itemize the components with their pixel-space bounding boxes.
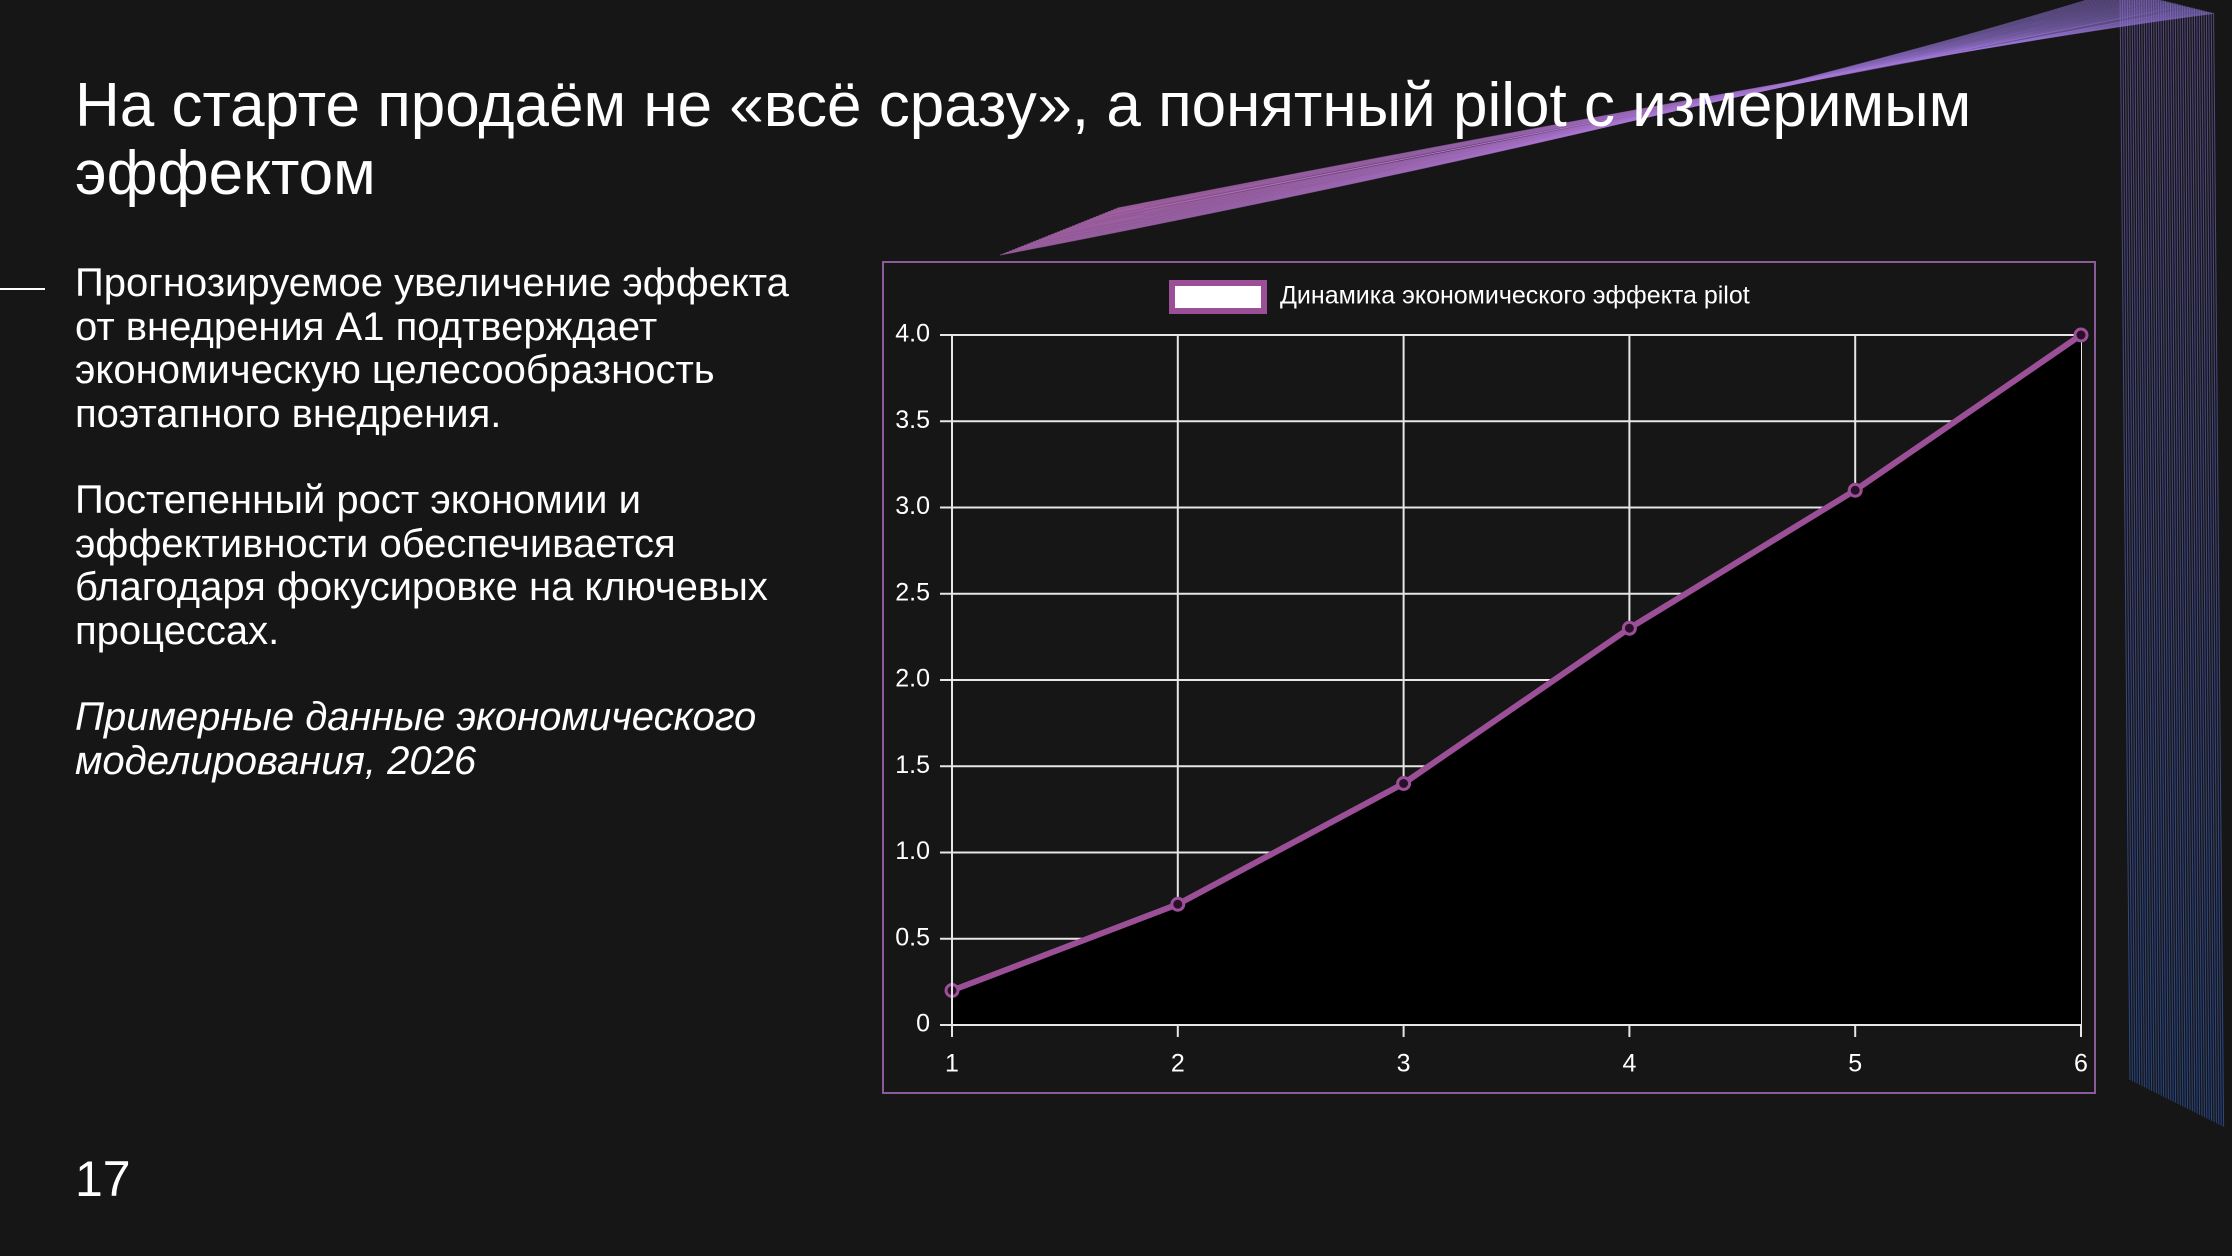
marker	[1170, 896, 1186, 912]
slide-title: На старте продаём не «всё сразу», а поня…	[75, 71, 1972, 208]
y-tick-label: 3.5	[895, 406, 930, 434]
y-tick-label: 4.0	[895, 320, 930, 348]
x-tick-label: 4	[1622, 1050, 1636, 1078]
x-tick-label: 5	[1848, 1050, 1862, 1078]
y-tick-label: 2.5	[895, 578, 930, 606]
y-tick-label: 1.5	[895, 751, 930, 779]
paragraph: Постепенный рост экономии и эффективност…	[75, 478, 768, 653]
y-tick-label: 3.0	[895, 492, 930, 520]
x-tick-label: 6	[2074, 1050, 2088, 1078]
body-text: Прогнозируемое увеличение эффекта от вне…	[75, 261, 805, 826]
marker	[1847, 482, 1863, 498]
y-tick-label: 2.0	[895, 665, 930, 693]
x-tick-label: 3	[1397, 1050, 1411, 1078]
legend-label: Динамика экономического эффекта pilot	[1280, 282, 1750, 310]
line	[950, 332, 2083, 994]
legend-swatch	[1169, 280, 1267, 314]
y-tick-label: 1.0	[895, 837, 930, 865]
y-tick-label: 0.5	[895, 923, 930, 951]
page-number: 17	[75, 1151, 131, 1207]
y-tick-label: 0	[916, 1010, 930, 1038]
paragraph: Прогнозируемое увеличение эффекта от вне…	[75, 261, 789, 436]
x-tick-label: 1	[945, 1050, 959, 1078]
marker	[1621, 620, 1637, 636]
marker	[2073, 327, 2089, 343]
x-tick-label: 2	[1171, 1050, 1185, 1078]
area	[952, 335, 2081, 1025]
marker	[1396, 776, 1412, 791]
deco-line	[1116, 12, 2225, 1127]
dash	[0, 288, 45, 290]
note: Примерные данные экономического моделиро…	[75, 695, 757, 783]
